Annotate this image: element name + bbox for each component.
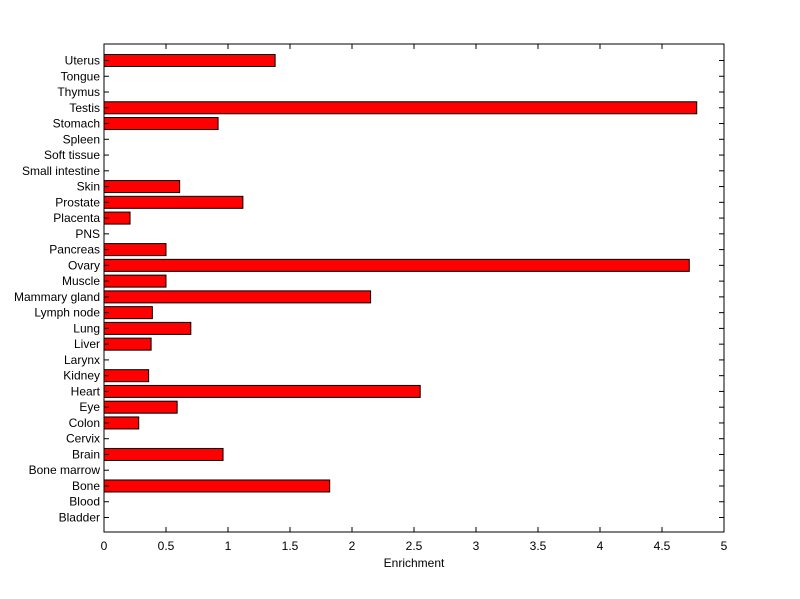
x-tick-label: 1 — [225, 539, 232, 553]
x-tick-label: 2 — [349, 539, 356, 553]
y-tick-label-spleen: Spleen — [63, 132, 100, 146]
bar-brain — [103, 447, 224, 461]
bar-lymph-node — [103, 306, 153, 320]
y-tick-label-soft-tissue: Soft tissue — [44, 148, 100, 162]
y-tick-label-lymph-node: Lymph node — [34, 306, 100, 320]
bar-testis — [103, 101, 698, 115]
y-tick-label-stomach: Stomach — [53, 117, 100, 131]
bar-eye — [103, 400, 178, 414]
bar-bone — [103, 479, 331, 493]
y-tick-label-lung: Lung — [73, 321, 100, 335]
x-tick-label: 5 — [721, 539, 728, 553]
x-ticks-group: 0 0.5 1 1.5 2 2.5 3 3.5 4 4.5 5 — [101, 44, 728, 553]
y-tick-label-thymus: Thymus — [57, 85, 100, 99]
y-tick-label-liver: Liver — [74, 337, 100, 351]
bar-uterus — [103, 54, 276, 67]
y-tick-label-placenta: Placenta — [53, 211, 100, 225]
x-tick-label: 4 — [597, 539, 604, 553]
bar-stomach — [103, 117, 219, 131]
y-tick-label-small-intestine: Small intestine — [22, 164, 100, 178]
y-tick-label-kidney: Kidney — [63, 369, 100, 383]
y-tick-label-larynx: Larynx — [64, 353, 100, 367]
x-tick-label: 3 — [473, 539, 480, 553]
y-tick-label-ovary: Ovary — [68, 258, 100, 272]
x-tick-label: 2.5 — [406, 539, 423, 553]
plot-frame — [103, 43, 725, 533]
x-tick-label: 0 — [101, 539, 108, 553]
y-tick-label-eye: Eye — [79, 400, 100, 414]
y-tick-label-pancreas: Pancreas — [49, 243, 100, 257]
x-tick-label: 0.5 — [158, 539, 175, 553]
x-tick-label: 1.5 — [282, 539, 299, 553]
y-tick-label-bone: Bone — [72, 479, 100, 493]
bar-prostate — [103, 195, 244, 209]
y-tick-label-mammary-gland: Mammary gland — [14, 290, 100, 304]
y-tick-label-bladder: Bladder — [59, 511, 100, 525]
y-tick-label-testis: Testis — [69, 101, 100, 115]
y-tick-label-muscle: Muscle — [62, 274, 100, 288]
bar-pancreas — [103, 243, 167, 257]
y-tick-label-brain: Brain — [72, 447, 100, 461]
bar-lung — [103, 321, 192, 335]
bar-mammary-gland — [103, 290, 372, 304]
y-tick-label-cervix: Cervix — [66, 432, 100, 446]
bar-ovary — [103, 258, 690, 272]
bar-heart — [103, 384, 421, 398]
y-tick-label-blood: Blood — [69, 495, 100, 509]
y-tick-label-bone-marrow: Bone marrow — [29, 463, 101, 477]
y-tick-label-tongue: Tongue — [61, 69, 101, 83]
bar-kidney — [103, 369, 150, 383]
y-tick-label-pns: PNS — [75, 227, 100, 241]
bar-colon — [103, 416, 140, 430]
x-tick-label: 3.5 — [530, 539, 547, 553]
bar-muscle — [103, 274, 167, 288]
bar-skin — [103, 180, 181, 194]
y-tick-label-uterus: Uterus — [65, 54, 100, 68]
x-tick-label: 4.5 — [654, 539, 671, 553]
bar-liver — [103, 337, 152, 351]
y-tick-label-colon: Colon — [69, 416, 100, 430]
y-tick-label-prostate: Prostate — [55, 195, 100, 209]
x-axis-title: Enrichment — [384, 556, 445, 570]
y-tick-label-heart: Heart — [71, 384, 101, 398]
y-tick-label-skin: Skin — [77, 180, 100, 194]
